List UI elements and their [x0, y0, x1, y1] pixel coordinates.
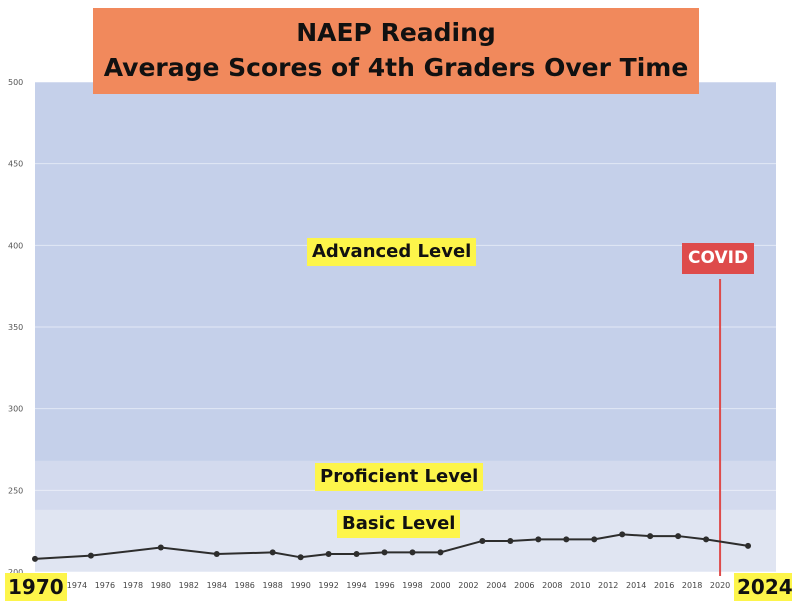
data-point: [87, 552, 94, 559]
advanced-level-label: Advanced Level: [307, 238, 477, 266]
x-tick-label: 2018: [682, 581, 702, 590]
x-tick-label: 1992: [318, 581, 338, 590]
data-point: [381, 549, 388, 556]
x-tick-label: 1974: [67, 581, 87, 590]
x-tick-label: 1996: [374, 581, 394, 590]
data-point: [675, 533, 682, 540]
data-point: [32, 555, 38, 562]
y-tick-label: 200: [8, 568, 23, 577]
title-line-1: NAEP Reading: [296, 18, 496, 47]
x-tick-label: 2002: [458, 581, 478, 590]
data-point: [353, 551, 360, 558]
data-point: [647, 533, 654, 540]
x-tick-label: 1976: [95, 581, 115, 590]
data-point: [535, 536, 542, 543]
data-point: [619, 531, 626, 538]
data-point: [269, 549, 276, 556]
covid-label: COVID: [682, 243, 755, 274]
data-point: [409, 549, 416, 556]
x-tick-label: 2014: [626, 581, 646, 590]
y-tick-label: 400: [8, 241, 23, 250]
data-point: [213, 551, 220, 558]
x-tick-label: 1982: [179, 581, 199, 590]
x-tick-label: 1988: [262, 581, 282, 590]
data-point: [437, 549, 444, 556]
y-tick-label: 250: [8, 486, 23, 495]
data-point: [745, 542, 752, 549]
x-tick-label: 2010: [570, 581, 590, 590]
y-tick-label: 300: [8, 405, 23, 414]
x-tick-label: 1994: [346, 581, 366, 590]
data-point: [563, 536, 570, 543]
data-point: [157, 544, 164, 551]
x-tick-label: 2016: [654, 581, 674, 590]
title-line-2: Average Scores of 4th Graders Over Time: [103, 53, 689, 82]
start-year-label: 1970: [5, 573, 67, 601]
x-tick-label: 1986: [235, 581, 255, 590]
data-point: [297, 554, 304, 561]
x-tick-label: 2006: [514, 581, 534, 590]
y-tick-label: 350: [8, 323, 23, 332]
data-point: [703, 536, 710, 543]
end-year-label: 2024: [734, 573, 792, 601]
data-point: [479, 537, 486, 544]
proficient-level-label: Proficient Level: [315, 463, 484, 491]
x-tick-label: 1998: [402, 581, 422, 590]
x-tick-label: 2020: [710, 581, 730, 590]
y-tick-label: 450: [8, 160, 23, 169]
data-point: [591, 536, 598, 543]
y-tick-label: 500: [8, 78, 23, 87]
data-point: [325, 551, 332, 558]
x-tick-label: 2004: [486, 581, 506, 590]
x-tick-label: 2000: [430, 581, 450, 590]
x-tick-label: 2008: [542, 581, 562, 590]
x-tick-label: 1980: [151, 581, 171, 590]
data-point: [507, 537, 514, 544]
x-tick-label: 1978: [123, 581, 143, 590]
basic-level-label: Basic Level: [337, 510, 461, 538]
chart-title: NAEP Reading Average Scores of 4th Grade…: [93, 8, 699, 94]
band-advanced-level: [35, 82, 776, 461]
x-tick-label: 2012: [598, 581, 618, 590]
x-tick-label: 1990: [290, 581, 310, 590]
x-tick-label: 1984: [207, 581, 227, 590]
